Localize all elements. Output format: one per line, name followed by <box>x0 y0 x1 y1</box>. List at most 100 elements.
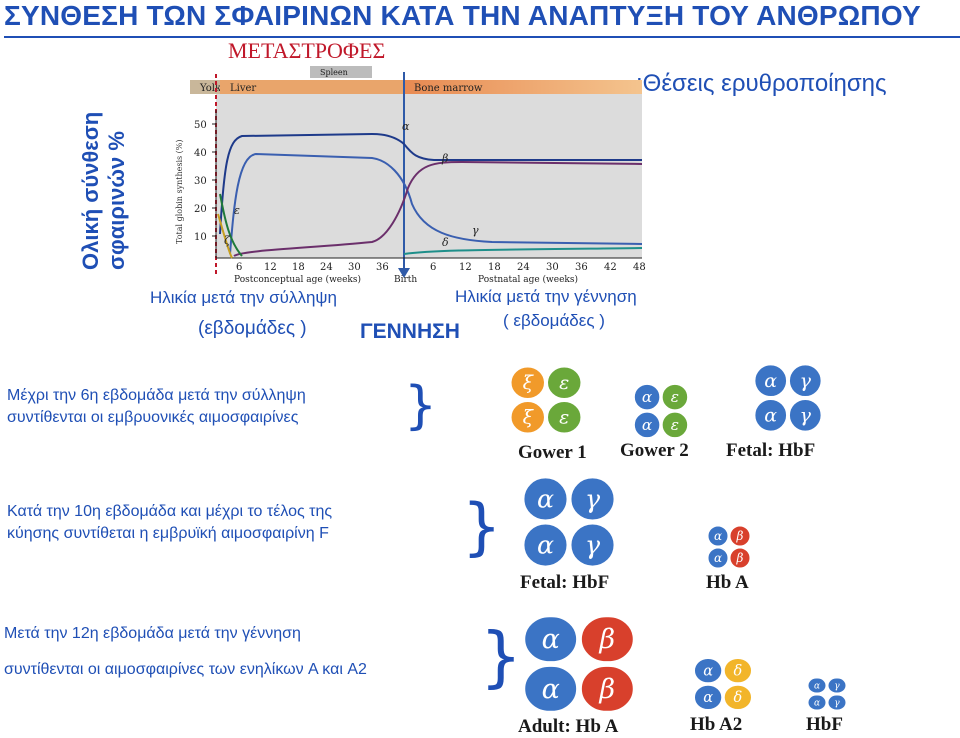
block3-line1: Μετά την 12η εβδομάδα μετά την γέννηση <box>4 625 301 642</box>
block1-line2: συντίθενται οι εμβρυονικές αιμοσφαιρίνες <box>7 409 299 426</box>
chain-label-2: α <box>764 405 777 427</box>
x-tick-label-pre: 24 <box>320 262 333 273</box>
chain-label-0: ξ <box>523 372 535 394</box>
globin-chart: Yolk sacLiverSpleenBone marrow 504030201… <box>175 66 646 285</box>
y-axis-label-line2: σφαιρινών % <box>104 131 129 270</box>
hb-fetal1-icon: α γ α γ <box>754 364 822 432</box>
chain-label-1: δ <box>733 662 742 679</box>
x-tick-label-post: 24 <box>517 262 530 273</box>
chain-label-0: α <box>642 388 653 406</box>
chart-curves <box>217 132 643 259</box>
chain-1 <box>580 616 634 663</box>
chart-plot-area <box>216 82 642 258</box>
chain-1 <box>570 477 615 521</box>
weeks-left: (εβδομάδες ) <box>198 318 307 339</box>
age-after-conception: Ηλικία μετά την σύλληψη <box>150 288 337 307</box>
chart-axes <box>212 110 642 259</box>
x-tick-label-post: 12 <box>459 262 472 273</box>
title-underline <box>4 36 960 38</box>
weeks-right: ( εβδομάδες ) <box>503 311 605 330</box>
chain-2 <box>754 398 788 432</box>
chain-0 <box>524 616 578 663</box>
x-label-left: Postconceptual age (weeks) <box>234 274 361 285</box>
birth-label: ΓΕΝΝΗΣΗ <box>360 320 460 343</box>
caption-hba2: Hb A2 <box>690 714 743 735</box>
chain-label-3: β <box>736 551 744 565</box>
chain-label-0: α <box>703 662 713 679</box>
chain-1 <box>547 366 582 399</box>
site-bars: Yolk sacLiverSpleenBone marrow <box>190 66 642 94</box>
chain-2 <box>523 523 568 567</box>
site-label-1: Liver <box>230 83 256 94</box>
chain-0 <box>633 383 661 411</box>
chain-3 <box>723 684 753 711</box>
curve-4 <box>217 213 233 259</box>
chain-1 <box>827 677 847 694</box>
chain-label-0: α <box>537 484 554 513</box>
chain-0 <box>707 525 729 547</box>
site-bar-1 <box>220 80 404 94</box>
chain-1 <box>723 657 753 684</box>
chain-label-0: α <box>714 529 722 543</box>
chain-2 <box>707 547 729 569</box>
block1-line1: Μέχρι την 6η εβδομάδα μετά την σύλληψη <box>7 387 306 404</box>
chain-label-1: β <box>736 529 744 543</box>
chain-3 <box>827 694 847 711</box>
hb-fetal2-icon: α γ α γ <box>523 477 615 567</box>
chain-2 <box>524 665 578 712</box>
chain-3 <box>570 523 615 567</box>
curve-label-5: δ <box>442 236 449 249</box>
x-tick-label-post: 48 <box>633 262 646 273</box>
chain-label-3: δ <box>733 689 742 706</box>
chain-label-1: ε <box>671 388 679 406</box>
page-title: ΣΥΝΘΕΣΗ ΤΩΝ ΣΦΑΙΡΙΝΩΝ ΚΑΤΑ ΤΗΝ ΑΝΑΠΤΥΞΗ … <box>4 0 921 31</box>
chain-label-3: γ <box>585 530 601 559</box>
subtitle: ΜΕΤΑΣΤΡΟΦΕΣ <box>228 38 386 63</box>
chain-1 <box>729 525 751 547</box>
site-bar-2 <box>310 66 372 78</box>
x-tick-label-pre: 12 <box>264 262 277 273</box>
chain-label-0: α <box>764 370 777 392</box>
x-tick-label-post: 6 <box>430 262 436 273</box>
y-tick-label: 10 <box>194 232 207 243</box>
curve-label-4: ζ <box>224 234 231 247</box>
site-label-2: Spleen <box>320 68 348 77</box>
chart-ylabel: Total globin synthesis (%) <box>175 139 184 244</box>
chain-label-3: γ <box>834 699 840 709</box>
block3-line2: συντίθενται οι αιμοσφαιρίνες των ενηλίκω… <box>4 661 367 678</box>
chain-3 <box>547 401 582 434</box>
chain-0 <box>523 477 568 521</box>
chain-label-3: γ <box>800 405 812 427</box>
chain-0 <box>510 366 545 399</box>
chain-2 <box>693 684 723 711</box>
block3-brace-icon: } <box>480 618 522 695</box>
x-tick-label-pre: 6 <box>236 262 242 273</box>
chain-label-2: α <box>814 699 820 709</box>
chain-2 <box>633 411 661 439</box>
curve-3 <box>219 193 243 257</box>
chain-3 <box>661 411 689 439</box>
chain-1 <box>661 383 689 411</box>
caption-hba-small: Hb A <box>706 572 749 593</box>
curve-label-3: ε <box>234 204 240 217</box>
hb-gower1-icon: ξ ε ξ ε <box>510 366 582 434</box>
chain-label-2: α <box>537 530 554 559</box>
curve-2 <box>233 160 643 257</box>
caption-fetal1: Fetal: HbF <box>726 440 816 461</box>
caption-hbf-small: HbF <box>806 714 843 735</box>
x-tick-label-post: 36 <box>575 262 588 273</box>
block2-line2: κύησης συντίθεται η εμβρυϊκή αιμοσφαιρίν… <box>7 525 329 542</box>
erythropoiesis-sites-label: :Θέσεις ερυθροποίησης <box>636 70 887 97</box>
hb-hba-small-icon: α βα β <box>707 525 751 569</box>
chain-label-3: ε <box>559 407 569 429</box>
caption-fetal2: Fetal: HbF <box>520 572 610 593</box>
x-label-right: Postnatal age (weeks) <box>478 274 578 285</box>
site-bar-3 <box>404 80 642 94</box>
age-after-birth: Ηλικία μετά την γέννηση <box>455 287 637 306</box>
x-tick-label-pre: 18 <box>292 262 305 273</box>
chain-label-3: β <box>599 674 616 705</box>
chain-label-1: ε <box>559 372 569 394</box>
chain-0 <box>754 364 788 398</box>
site-label-3: Bone marrow <box>414 83 483 94</box>
chain-2 <box>807 694 827 711</box>
